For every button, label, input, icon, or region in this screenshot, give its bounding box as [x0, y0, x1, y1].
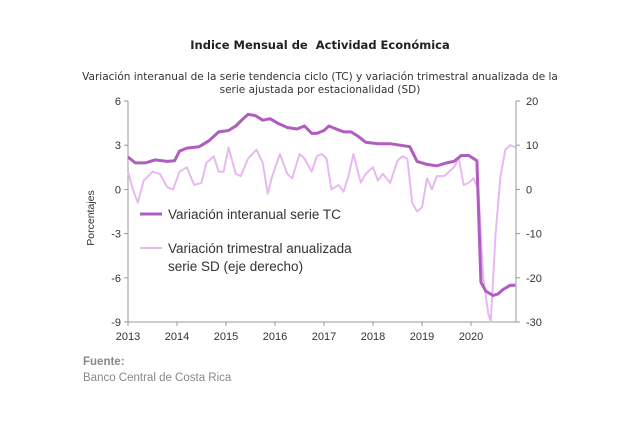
y-tick-label-left: -3 [111, 229, 121, 241]
series-line-sd [127, 144, 516, 323]
y-tick-label-left: -6 [111, 273, 121, 285]
x-tick-label: 2019 [410, 331, 434, 343]
y-tick-label-right: 0 [526, 184, 532, 196]
y-tick-label-left: -9 [111, 317, 121, 329]
y-tick-label-right: -20 [526, 273, 542, 285]
series-line-tc [127, 112, 516, 297]
x-tick-label: 2014 [165, 331, 189, 343]
x-tick-label: 2017 [312, 331, 336, 343]
y-tick-label-left: 6 [115, 96, 121, 108]
x-tick-label: 2015 [214, 331, 238, 343]
chart-title: Indice Mensual de Actividad Económica [190, 38, 450, 52]
legend-label-sd-line1: Variación trimestral anualizada [168, 241, 352, 256]
y-tick-label-right: 20 [526, 96, 538, 108]
y-axis-title: Porcentajes [85, 190, 97, 245]
y-tick-label-right: -30 [526, 317, 542, 329]
legend-label-tc: Variación interanual serie TC [168, 207, 341, 222]
x-tick-label: 2016 [263, 331, 287, 343]
y-tick-label-left: 0 [115, 184, 121, 196]
legend-label-sd-line2: serie SD (eje derecho) [168, 259, 303, 274]
x-tick-label: 2013 [116, 331, 140, 343]
y-tick-label-left: 3 [115, 140, 121, 152]
source-label: Fuente: [83, 356, 125, 368]
y-tick-label-right: -10 [526, 229, 542, 241]
y-tick-label-right: 10 [526, 140, 538, 152]
x-tick-label: 2018 [361, 331, 385, 343]
chart-subtitle: Variación interanual de la serie tendenc… [82, 71, 558, 96]
x-tick-label: 2020 [459, 331, 483, 343]
source-text: Banco Central de Costa Rica [83, 372, 232, 384]
